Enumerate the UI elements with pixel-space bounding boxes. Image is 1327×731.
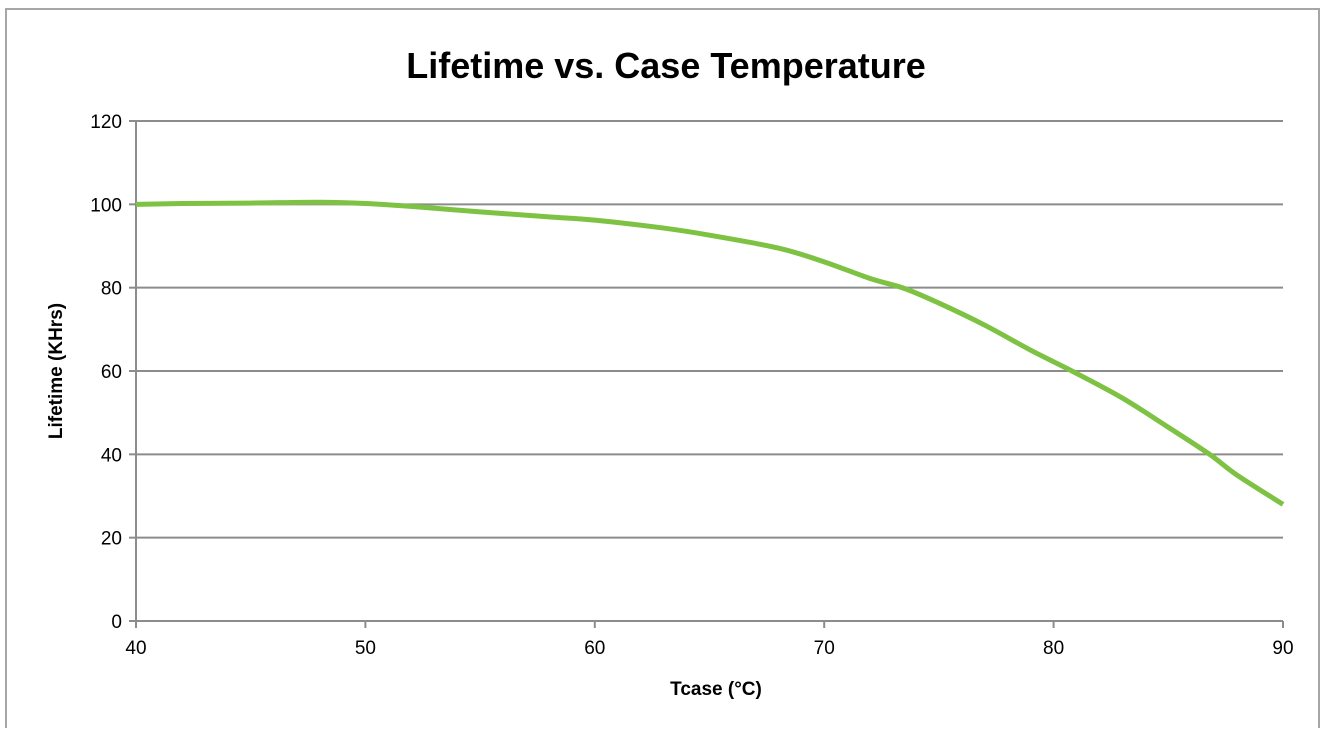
y-tick-label: 40	[101, 445, 122, 466]
y-tick-label: 120	[90, 112, 122, 133]
chart-frame	[5, 8, 1320, 728]
x-tick-label: 60	[584, 638, 605, 659]
gridlines	[136, 120, 1283, 539]
x-tick-label: 80	[1043, 638, 1064, 659]
y-tick-labels: 0 20 40 60 80 100 120	[90, 112, 122, 633]
axes	[129, 120, 1284, 628]
x-tick-label: 40	[125, 638, 146, 659]
x-axis-label: Tcase (°C)	[670, 679, 762, 700]
x-tick-labels: 40 50 60 70 80 90	[125, 638, 1293, 659]
y-tick-label: 0	[111, 612, 122, 633]
series-line-0	[135, 199, 1285, 507]
y-tick-label: 60	[101, 362, 122, 383]
x-tick-label: 90	[1272, 638, 1293, 659]
chart-title: Lifetime vs. Case Temperature	[406, 45, 926, 86]
x-tick-label: 50	[355, 638, 376, 659]
y-tick-label: 20	[101, 529, 122, 550]
series-layer	[135, 199, 1285, 507]
y-tick-label: 80	[101, 279, 122, 300]
y-tick-label: 100	[90, 195, 122, 216]
x-tick-label: 70	[814, 638, 835, 659]
y-axis-label: Lifetime (KHrs)	[46, 303, 67, 439]
